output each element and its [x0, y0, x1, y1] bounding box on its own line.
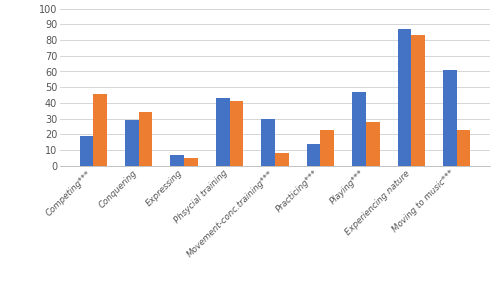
Bar [275, 153, 288, 166]
Bar [80, 136, 93, 166]
Bar [138, 112, 152, 166]
Bar [443, 70, 457, 166]
Bar [398, 29, 411, 166]
Bar [93, 94, 107, 166]
Bar [352, 92, 366, 166]
Bar [307, 144, 320, 166]
Bar [125, 120, 138, 166]
Bar [184, 158, 198, 166]
Bar [457, 130, 470, 166]
Bar [320, 130, 334, 166]
Bar [230, 102, 243, 166]
Bar [170, 155, 184, 166]
Bar [366, 122, 380, 166]
Bar [216, 98, 230, 166]
Bar [262, 119, 275, 166]
Bar [412, 35, 425, 166]
